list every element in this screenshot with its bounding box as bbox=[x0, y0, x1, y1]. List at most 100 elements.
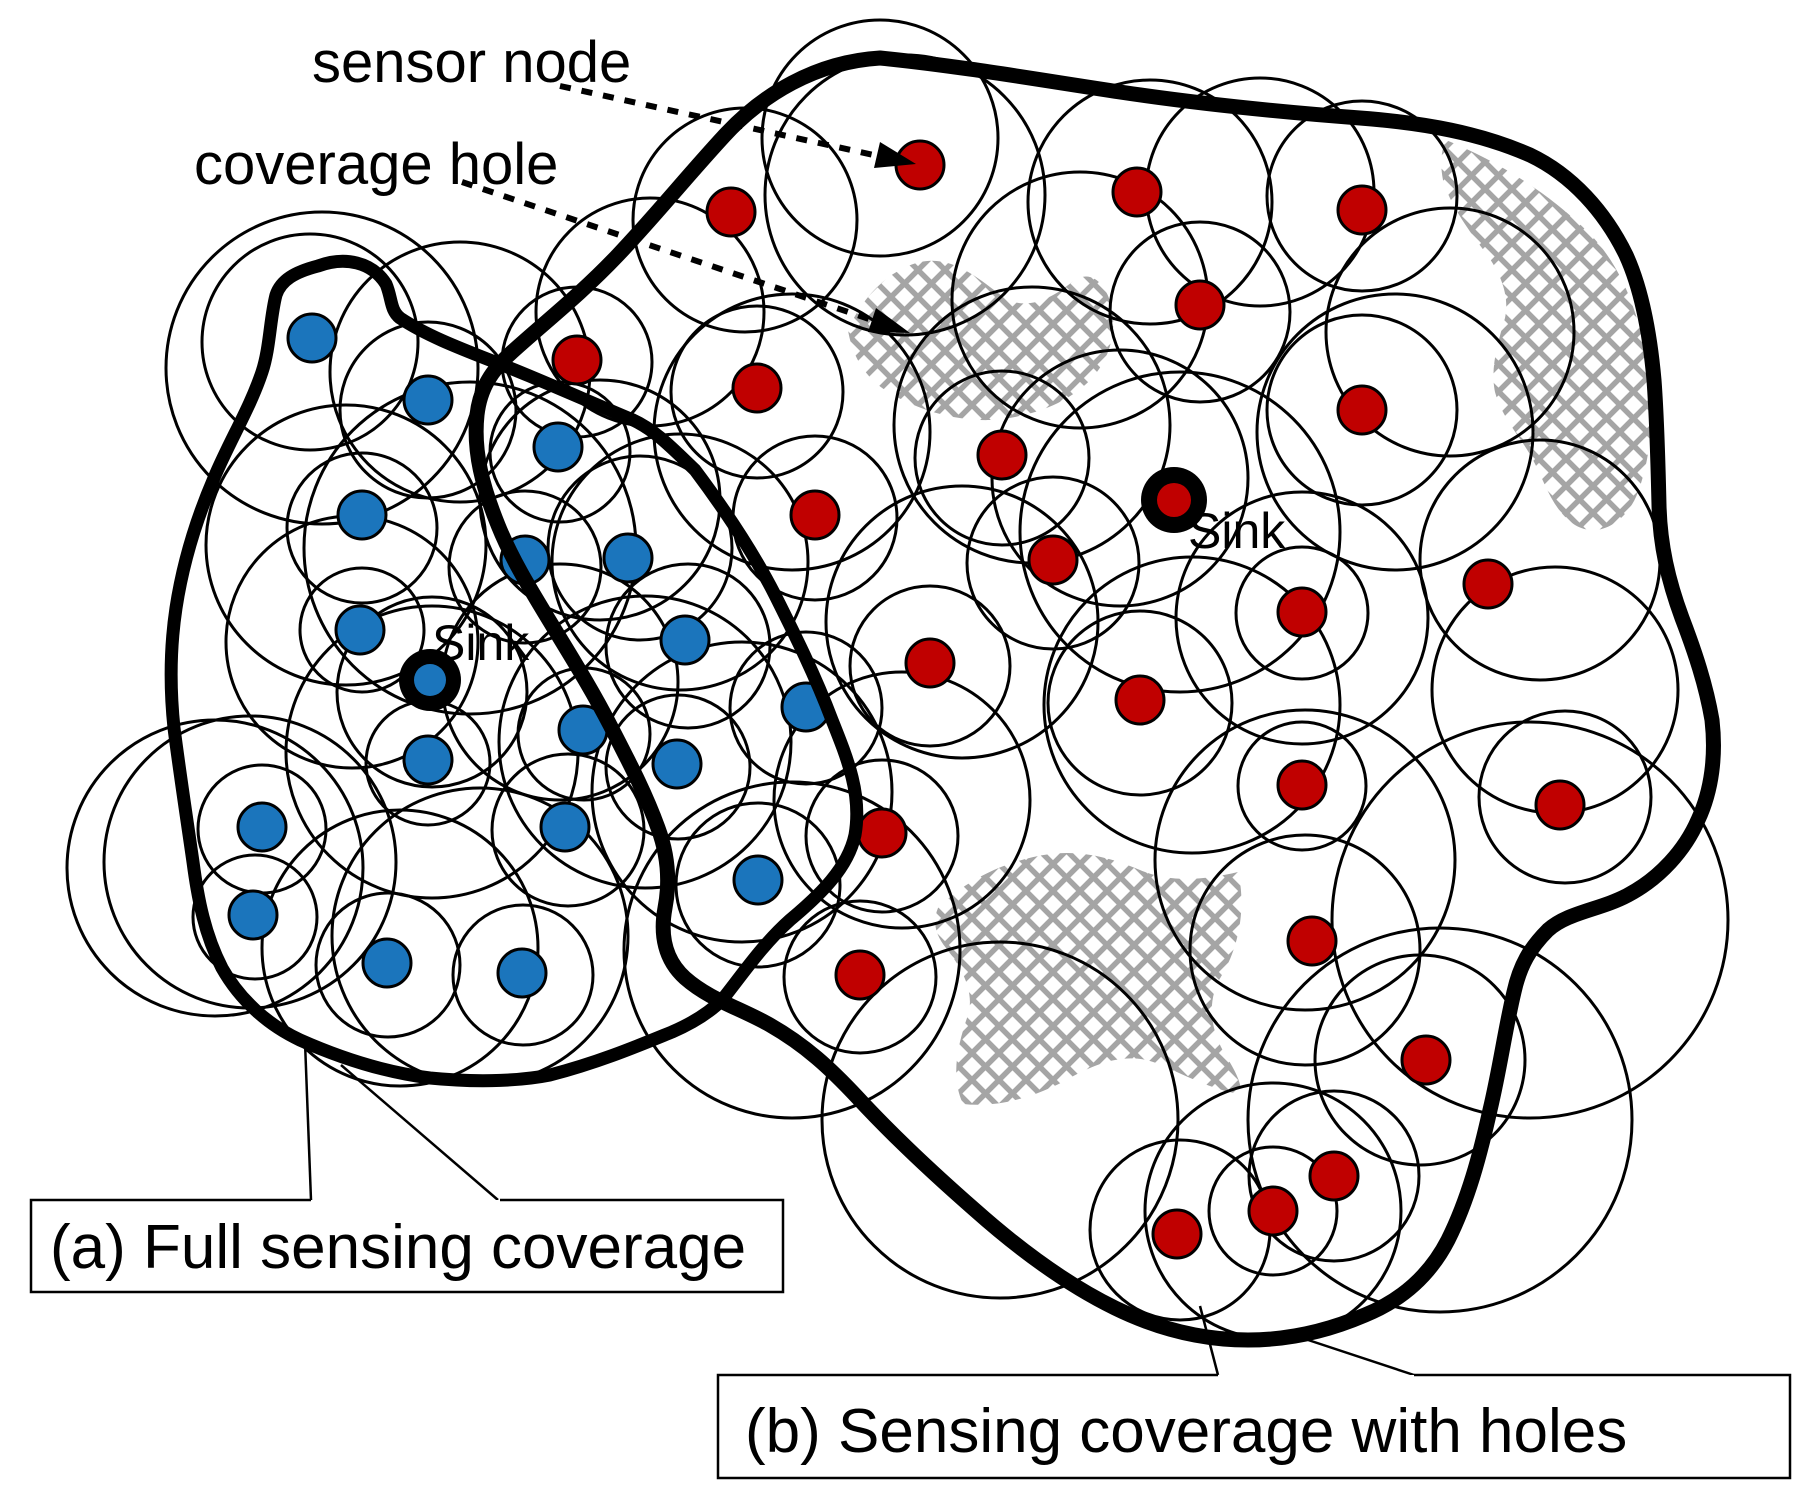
sensing-range-circle bbox=[622, 780, 962, 1120]
caption-leader-line bbox=[340, 1064, 499, 1201]
sensing-range-circle bbox=[1247, 1089, 1421, 1263]
sensor-node-dot bbox=[789, 489, 841, 541]
coverage-hole-arrow-head bbox=[868, 308, 910, 333]
sensing-range-circle bbox=[772, 670, 1032, 930]
sensor-node-dot bbox=[659, 614, 711, 666]
sensing-range-circle bbox=[1018, 370, 1342, 694]
sensor-node-dot bbox=[286, 312, 338, 364]
sink-a-label: Sink bbox=[432, 615, 530, 671]
region-a-boundary bbox=[164, 254, 864, 1088]
sink-b-label: Sink bbox=[1188, 503, 1286, 559]
sensing-range-circle bbox=[1046, 609, 1234, 797]
caption-leader-lines bbox=[303, 1041, 1415, 1377]
sensing-range-circle bbox=[335, 595, 529, 789]
sensor-node-dot bbox=[236, 801, 288, 853]
sensing-range-circle bbox=[913, 369, 1091, 547]
sensing-range-circle bbox=[820, 940, 1180, 1300]
sensor-node-dot bbox=[731, 362, 783, 414]
sensing-range-circle bbox=[760, 18, 1000, 258]
sensing-range-circle bbox=[1234, 545, 1370, 681]
sensor-node-dot bbox=[402, 734, 454, 786]
sensor-node-dot bbox=[361, 937, 413, 989]
sensing-range-circle bbox=[200, 232, 420, 452]
sensing-range-circle bbox=[191, 853, 319, 981]
caption-a-label: (a) Full sensing coverage bbox=[50, 1213, 746, 1282]
sensing-range-circle bbox=[1255, 292, 1535, 572]
sensing-range-circle bbox=[298, 566, 426, 694]
sensing-range-circle bbox=[1153, 708, 1457, 1012]
sensing-range-circle bbox=[848, 584, 1012, 748]
sensor-node-dot bbox=[705, 186, 757, 238]
sensor-node-dot bbox=[532, 421, 584, 473]
sensing-range-circle bbox=[1207, 1145, 1339, 1277]
sensor-node-dot bbox=[1336, 184, 1388, 236]
hole-top-middle bbox=[848, 260, 1114, 421]
sensing-range-circle bbox=[204, 403, 488, 687]
sensing-range-circle bbox=[652, 292, 932, 572]
sensing-range-circle bbox=[285, 451, 439, 605]
sensor-node-dot bbox=[1151, 1208, 1203, 1260]
region-b-boundary bbox=[468, 50, 1721, 1348]
sensor-nodes-region-b bbox=[551, 139, 1586, 1260]
sensing-range-circle bbox=[550, 432, 810, 692]
annotation-arrows bbox=[461, 83, 916, 333]
caption-leader-line bbox=[303, 1041, 313, 1201]
sensor-node-dot bbox=[227, 889, 279, 941]
sensor-node-dot bbox=[732, 854, 784, 906]
sensor-node-label: sensor node bbox=[312, 30, 631, 95]
caption-a-box bbox=[29, 1198, 785, 1294]
sensing-range-circle bbox=[1418, 438, 1662, 682]
sink-a-marker-center bbox=[414, 664, 446, 696]
sensor-node-dot bbox=[1174, 279, 1226, 331]
sensor-node-dot bbox=[834, 949, 886, 1001]
sensor-node-dot bbox=[976, 429, 1028, 481]
sensing-range-circle bbox=[1313, 953, 1527, 1167]
sensing-range-circle bbox=[965, 475, 1141, 651]
sensor-node-dot bbox=[336, 489, 388, 541]
sensor-node-dot bbox=[1276, 586, 1328, 638]
sensing-range-circle bbox=[314, 891, 462, 1039]
sensing-range-circle bbox=[1026, 78, 1274, 326]
sensor-node-dot bbox=[1111, 166, 1163, 218]
sensing-range-circle bbox=[804, 758, 960, 914]
sensor-nodes-region-a bbox=[227, 312, 832, 999]
caption-b-box bbox=[716, 1373, 1792, 1480]
sensing-range-circle bbox=[590, 640, 894, 944]
caption-leader-line bbox=[1289, 1332, 1415, 1377]
sensor-node-dot bbox=[1276, 759, 1328, 811]
sensor-node-arrow-head bbox=[874, 142, 916, 168]
sensing-range-circle bbox=[1265, 313, 1459, 507]
sensor-node-dot bbox=[904, 637, 956, 689]
sensor-node-dot bbox=[856, 807, 908, 859]
sensing-range-circle bbox=[546, 454, 734, 642]
coverage-hole-arrow bbox=[461, 179, 873, 323]
sensor-node-dot bbox=[1336, 384, 1388, 436]
sensing-range-circle bbox=[1236, 720, 1368, 852]
caption-leader-line bbox=[1198, 1305, 1220, 1376]
sensor-node-dot bbox=[551, 334, 603, 386]
sensing-range-circle bbox=[1188, 833, 1422, 1067]
sensing-range-circle bbox=[65, 718, 365, 1018]
hole-top-right bbox=[1441, 140, 1652, 531]
sensing-range-circle bbox=[1324, 206, 1576, 458]
sensor-node-dot bbox=[651, 738, 703, 790]
sensing-circles-region-a bbox=[65, 210, 894, 1088]
sensor-node-dot bbox=[402, 374, 454, 426]
caption-b-label: (b) Sensing coverage with holes bbox=[745, 1397, 1627, 1466]
sensor-node-dot bbox=[602, 532, 654, 584]
sensing-range-circle bbox=[669, 304, 845, 480]
sensor-node-dot bbox=[1400, 1034, 1452, 1086]
sensor-node-dot bbox=[496, 947, 548, 999]
sensor-node-dot bbox=[539, 801, 591, 853]
sensor-node-arrow bbox=[559, 83, 879, 159]
sensor-node-dot bbox=[1027, 534, 1079, 586]
sensing-range-circle bbox=[451, 903, 595, 1047]
sensing-range-circle bbox=[1430, 565, 1680, 815]
sensor-node-dot bbox=[1462, 558, 1514, 610]
sensor-node-dot bbox=[1286, 915, 1338, 967]
sink-b-marker-center bbox=[1157, 483, 1191, 517]
sensing-range-circle bbox=[1330, 720, 1730, 1120]
sensing-range-circle bbox=[497, 594, 793, 890]
